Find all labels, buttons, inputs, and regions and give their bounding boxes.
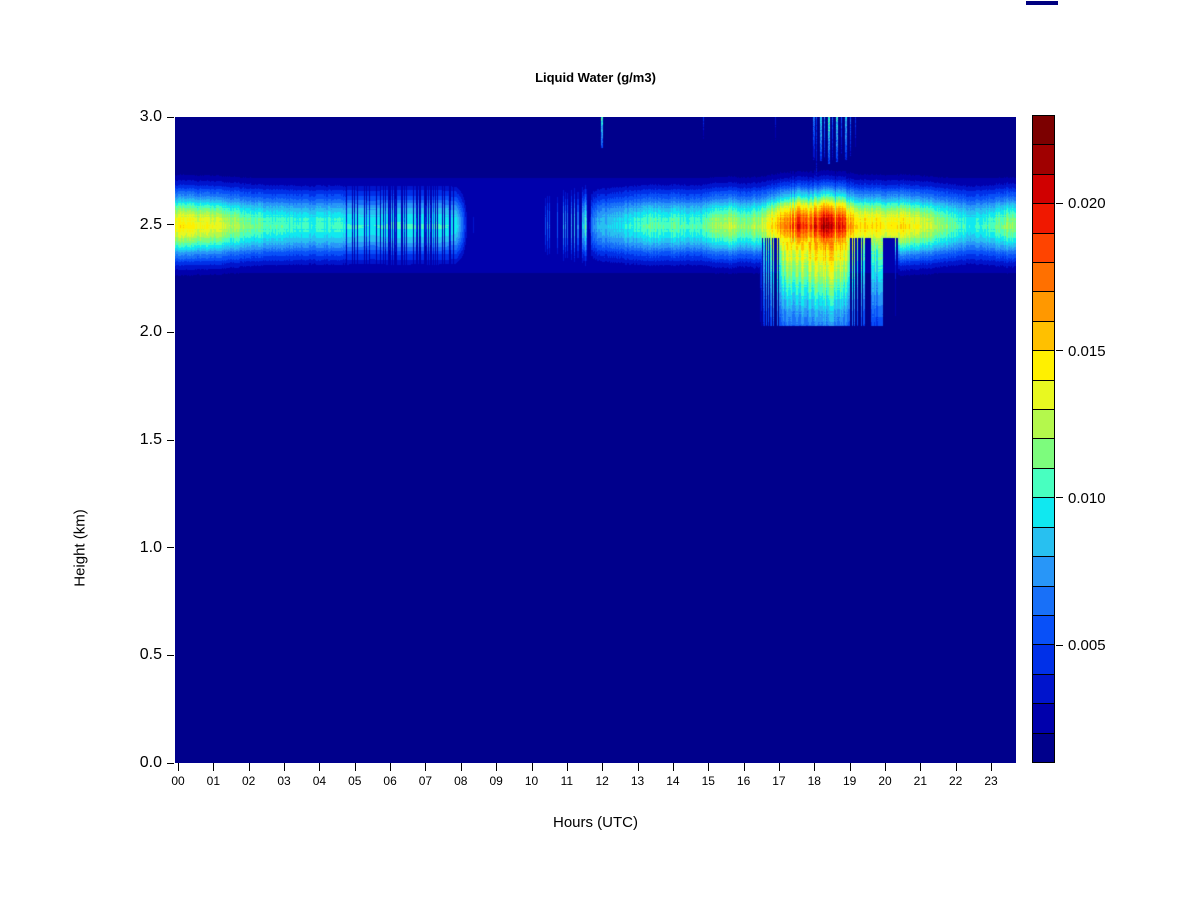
x-axis-tick [284,763,286,771]
colorbar-segment [1033,350,1054,380]
artifact-mark [1026,1,1058,5]
x-axis-tick [319,763,321,771]
chart-title: Liquid Water (g/m3) [535,70,656,85]
x-axis-tick [708,763,710,771]
x-axis-tick-label: 01 [206,774,221,788]
colorbar-segment [1033,497,1054,527]
y-axis-tick [167,547,174,549]
x-axis-tick [778,763,780,771]
colorbar-tick [1056,497,1063,499]
colorbar-tick [1056,202,1063,204]
x-axis-tick [885,763,886,771]
colorbar-segment [1033,732,1054,762]
x-axis-tick-label: 19 [842,774,857,788]
colorbar-segment [1033,703,1054,733]
x-axis-tick-label: 07 [418,774,433,788]
colorbar-segment [1033,644,1054,674]
x-axis-tick [566,763,568,771]
colorbar-segment [1033,203,1054,233]
x-axis-tick [248,763,250,771]
colorbar-tick-label: 0.020 [1068,195,1106,213]
colorbar-segment [1033,673,1054,704]
colorbar-tick-label: 0.015 [1068,342,1106,360]
x-axis-tick-label: 12 [595,774,609,788]
y-axis-tick-label: 2.5 [139,215,162,233]
colorbar-segment [1033,173,1054,204]
x-axis-tick-label: 06 [383,774,397,788]
x-axis-tick [602,763,604,771]
x-axis-tick-label: 10 [524,774,539,788]
x-axis-tick [178,763,179,771]
colorbar-segment [1033,585,1054,615]
x-axis-tick-label: 17 [772,774,786,788]
colorbar-segment [1033,438,1054,468]
x-axis-tick [849,763,851,771]
colorbar-segment [1033,116,1054,145]
x-axis-tick [390,763,392,771]
x-axis-tick-label: 21 [913,774,928,788]
x-axis-tick [955,763,957,771]
x-axis-tick-label: 13 [630,774,645,788]
x-axis-tick-label: 03 [277,774,291,788]
x-axis-tick-label: 11 [560,774,574,788]
y-axis-tick-label: 0.5 [139,646,162,664]
y-axis-tick [167,224,174,226]
x-axis-label: Hours (UTC) [553,814,638,831]
colorbar-segment [1033,379,1054,410]
y-axis-tick [167,762,174,764]
heatmap-plot [175,117,1016,763]
x-axis-tick [531,763,533,771]
colorbar-segment [1033,526,1054,557]
x-axis-tick-label: 00 [171,774,185,788]
colorbar-segment [1033,262,1054,292]
colorbar-segment [1033,614,1054,645]
x-axis-tick-label: 05 [348,774,362,788]
colorbar-segment [1033,232,1054,263]
x-axis-tick-label: 14 [666,774,680,788]
y-axis-tick-label: 0.0 [139,754,162,771]
colorbar-segment [1033,144,1054,174]
x-axis-tick-label: 04 [312,774,327,788]
y-axis-tick-label: 3.0 [139,108,162,125]
x-axis-tick [814,763,816,771]
colorbar-segment [1033,556,1054,586]
x-axis-tick-label: 08 [454,774,468,788]
x-axis-tick [496,763,498,771]
x-axis-tick [425,763,427,771]
colorbar-segment [1033,409,1054,439]
y-axis-tick-label: 1.0 [139,538,162,556]
x-axis-tick-label: 23 [984,774,998,788]
colorbar-tick [1056,350,1063,352]
x-axis-tick [920,763,922,771]
colorbar-segment [1033,291,1054,321]
y-axis-tick [167,116,174,118]
x-axis-tick [213,763,215,771]
x-axis-tick [743,763,745,771]
x-axis-tick [354,763,356,771]
colorbar-segment [1033,320,1054,351]
x-axis-tick-label: 15 [701,774,715,788]
x-axis-tick-label: 20 [878,774,892,788]
y-axis-tick-label: 1.5 [139,431,162,448]
x-axis-tick-label: 09 [489,774,503,788]
colorbar-tick-label: 0.005 [1068,637,1106,655]
colorbar-tick [1056,644,1063,646]
y-axis-tick [167,439,174,441]
colorbar-tick-label: 0.010 [1068,489,1106,507]
x-axis-tick [672,763,674,771]
x-axis-tick-label: 18 [807,774,821,788]
y-axis-tick [167,654,174,656]
x-axis-tick-label: 02 [242,774,256,788]
x-axis-tick-label: 22 [949,774,963,788]
y-axis-label: Height (km) [71,509,89,587]
y-axis-tick-label: 2.0 [139,323,162,341]
colorbar-segment [1033,467,1054,498]
x-axis-tick [637,763,639,771]
x-axis-tick [460,763,462,771]
colorbar [1032,115,1055,763]
x-axis-tick-label: 16 [736,774,751,788]
y-axis-tick [167,331,174,333]
x-axis-tick [991,763,993,771]
